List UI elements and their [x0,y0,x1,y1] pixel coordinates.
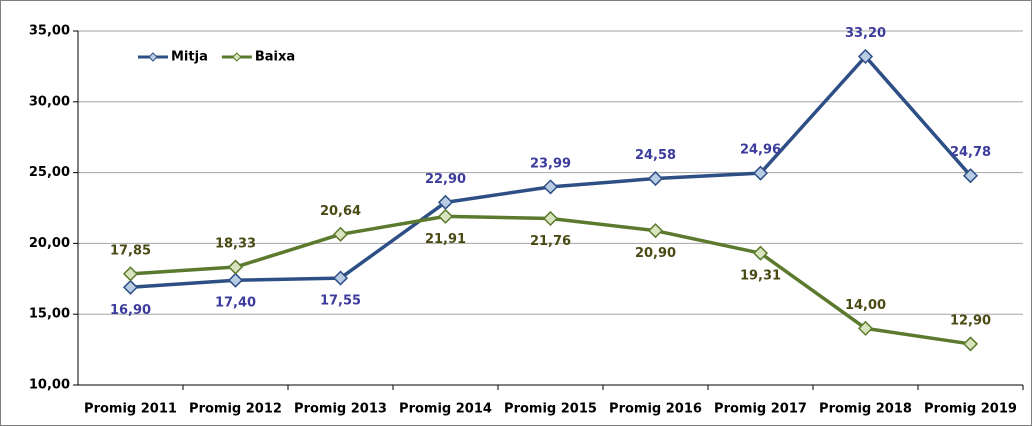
x-tick-label: Promig 2018 [819,402,912,417]
data-label: 24,78 [950,145,991,160]
x-tick-label: Promig 2017 [714,402,807,417]
data-label: 20,64 [320,204,361,219]
marker [227,259,244,275]
marker [122,266,139,282]
data-label: 33,20 [845,26,886,41]
x-tick-label: Promig 2011 [84,402,177,417]
data-label: 16,90 [110,303,151,318]
data-label: 24,58 [635,148,676,163]
data-label: 19,31 [740,269,781,284]
legend-label: Baixa [255,50,295,65]
y-tick-label: 20,00 [29,236,70,251]
marker [122,279,139,295]
y-tick-label: 25,00 [29,165,70,180]
marker [962,168,979,184]
legend-marker [232,52,242,62]
y-tick-label: 35,00 [29,24,70,39]
data-label: 23,99 [530,156,571,171]
data-label: 17,40 [215,296,256,311]
x-tick-label: Promig 2019 [924,402,1017,417]
y-tick-label: 10,00 [29,378,70,393]
marker [962,336,979,352]
data-label: 12,90 [950,313,991,328]
marker [857,48,874,65]
marker [332,226,349,242]
legend-label: Mitja [171,50,208,65]
marker [752,245,769,261]
y-tick-label: 15,00 [29,307,70,322]
data-label: 17,55 [320,294,361,309]
data-label: 20,90 [635,246,676,261]
x-tick-label: Promig 2012 [189,402,282,417]
marker [542,179,559,195]
x-tick-label: Promig 2015 [504,402,597,417]
data-label: 24,96 [740,143,781,158]
legend-marker [148,52,158,62]
data-label: 14,00 [845,298,886,313]
data-label: 21,91 [425,232,466,247]
marker [857,320,874,336]
marker [647,170,664,187]
data-label: 22,90 [425,172,466,187]
data-label: 17,85 [110,243,151,258]
marker [647,223,664,239]
marker [752,165,769,181]
marker [437,208,454,224]
data-label: 18,33 [215,237,256,252]
y-tick-label: 30,00 [29,94,70,109]
marker [542,210,559,227]
marker [227,272,244,288]
marker [332,270,349,286]
x-tick-label: Promig 2016 [609,402,702,417]
data-label: 21,76 [530,234,571,249]
x-tick-label: Promig 2014 [399,402,492,417]
x-tick-label: Promig 2013 [294,402,387,417]
